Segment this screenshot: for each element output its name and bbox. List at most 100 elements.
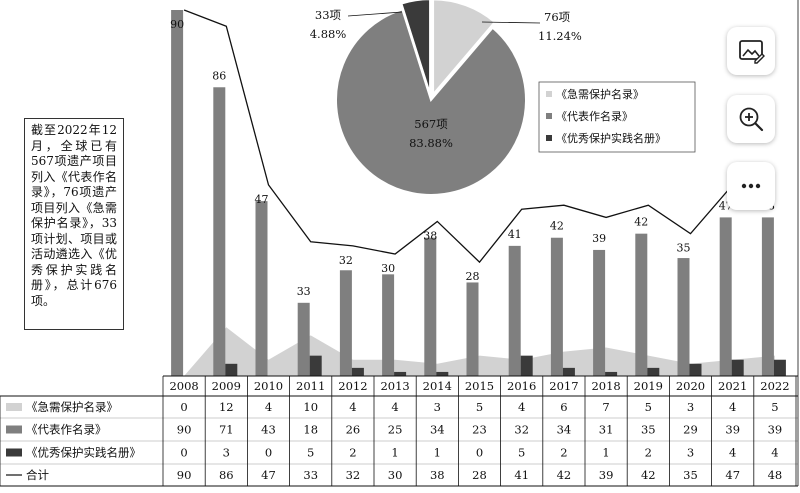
pie-legend-swatch xyxy=(546,113,552,119)
x-tick-label: 2016 xyxy=(507,379,536,393)
representative-list-bar xyxy=(550,237,563,376)
x-tick-label: 2009 xyxy=(212,379,241,393)
representative-list-bar xyxy=(213,87,226,377)
table-legend-key xyxy=(6,403,22,411)
table-cell: 12 xyxy=(219,400,234,414)
good-practices-bar xyxy=(309,355,322,376)
total-value-label: 41 xyxy=(508,228,522,241)
good-practices-bar xyxy=(731,359,744,376)
table-cell: 35 xyxy=(641,423,656,437)
representative-list-bar xyxy=(297,302,310,376)
pie-legend-label: 《急需保护名录》 xyxy=(556,87,644,101)
annotation-text: 截至2022年12月，全球已有567项遗产项目列入《代表作名录》，76项遗产项目… xyxy=(31,123,117,308)
x-tick-label: 2022 xyxy=(760,379,789,393)
table-cell: 4 xyxy=(349,400,356,414)
table-cell: 4 xyxy=(265,400,272,414)
table-cell: 90 xyxy=(177,423,192,437)
table-cell: 1 xyxy=(602,446,609,460)
total-value-label: 90 xyxy=(170,18,184,31)
table-legend-label: 《代表作名录》 xyxy=(26,423,107,437)
table-cell: 4 xyxy=(391,400,398,414)
more-button[interactable] xyxy=(727,162,775,210)
table-cell: 39 xyxy=(768,423,783,437)
good-practices-bar xyxy=(520,355,533,376)
table-cell: 34 xyxy=(430,423,445,437)
pie-label-representative-pct: 83.88% xyxy=(409,136,453,150)
representative-list-bar xyxy=(719,217,732,376)
total-value-label: 33 xyxy=(297,285,311,298)
good-practices-bar xyxy=(436,371,449,376)
good-practices-bar xyxy=(773,359,786,376)
total-value-label: 38 xyxy=(423,229,437,242)
x-tick-label: 2017 xyxy=(549,379,578,393)
representative-list-bar xyxy=(508,245,521,376)
table-cell: 2 xyxy=(560,446,567,460)
total-value-label: 39 xyxy=(592,232,606,245)
table-cell: 86 xyxy=(219,468,234,482)
table-cell: 34 xyxy=(557,423,572,437)
total-line xyxy=(183,9,775,264)
good-practices-bar xyxy=(605,371,618,376)
table-cell: 71 xyxy=(219,423,234,437)
total-value-label: 32 xyxy=(339,254,353,267)
x-tick-label: 2018 xyxy=(591,379,620,393)
image-edit-button[interactable] xyxy=(727,27,775,75)
table-cell: 26 xyxy=(346,423,361,437)
x-tick-label: 2014 xyxy=(423,379,452,393)
total-value-label: 42 xyxy=(550,220,564,233)
good-practices-bar xyxy=(689,363,702,376)
table-cell: 5 xyxy=(518,446,525,460)
table-cell: 3 xyxy=(223,446,230,460)
pie-slice xyxy=(432,0,497,98)
pie-leader-practices xyxy=(347,11,403,17)
total-value-label: 47 xyxy=(255,193,269,206)
pie-legend-swatch xyxy=(546,91,552,97)
table-cell: 33 xyxy=(303,468,318,482)
representative-list-bar xyxy=(635,233,648,376)
table-cell: 5 xyxy=(645,400,652,414)
table-cell: 4 xyxy=(729,400,736,414)
table-cell: 35 xyxy=(683,468,698,482)
table-cell: 32 xyxy=(514,423,529,437)
table-cell: 43 xyxy=(261,423,276,437)
x-tick-label: 2021 xyxy=(718,379,747,393)
table-cell: 1 xyxy=(391,446,398,460)
table-cell: 4 xyxy=(518,400,525,414)
good-practices-bar xyxy=(351,367,364,376)
table-cell: 48 xyxy=(768,468,783,482)
table-cell: 28 xyxy=(472,468,487,482)
total-value-label: 42 xyxy=(634,216,648,229)
table-cell: 47 xyxy=(725,468,740,482)
table-cell: 39 xyxy=(599,468,614,482)
image-edit-icon xyxy=(739,40,765,64)
zoom-in-button[interactable] xyxy=(727,95,775,143)
total-value-label: 35 xyxy=(677,242,691,255)
table-cell: 3 xyxy=(434,400,441,414)
zoom-in-icon xyxy=(739,107,764,132)
table-cell: 3 xyxy=(687,400,694,414)
annotation-box: 截至2022年12月，全球已有567项遗产项目列入《代表作名录》，76项遗产项目… xyxy=(24,118,124,330)
urgent-list-area xyxy=(184,327,775,376)
table-cell: 23 xyxy=(472,423,487,437)
table-legend-key xyxy=(6,425,22,434)
table-cell: 47 xyxy=(261,468,276,482)
x-tick-label: 2012 xyxy=(338,379,367,393)
representative-list-bar xyxy=(424,237,437,376)
table-cell: 39 xyxy=(725,423,740,437)
x-tick-label: 2019 xyxy=(634,379,663,393)
table-cell: 5 xyxy=(771,400,778,414)
total-value-label: 30 xyxy=(381,262,395,275)
x-tick-label: 2011 xyxy=(296,379,325,393)
good-practices-bar xyxy=(225,363,238,376)
table-cell: 41 xyxy=(514,468,529,482)
representative-list-bar xyxy=(677,258,690,376)
table-cell: 0 xyxy=(476,446,483,460)
representative-list-bar xyxy=(171,10,184,376)
table-cell: 30 xyxy=(388,468,403,482)
pie-legend-swatch xyxy=(546,135,552,141)
representative-list-bar xyxy=(382,274,395,376)
representative-list-bar xyxy=(255,201,268,376)
table-legend-label: 《急需保护名录》 xyxy=(26,400,118,414)
table-legend-label: 《优秀保护实践名册》 xyxy=(26,446,141,460)
